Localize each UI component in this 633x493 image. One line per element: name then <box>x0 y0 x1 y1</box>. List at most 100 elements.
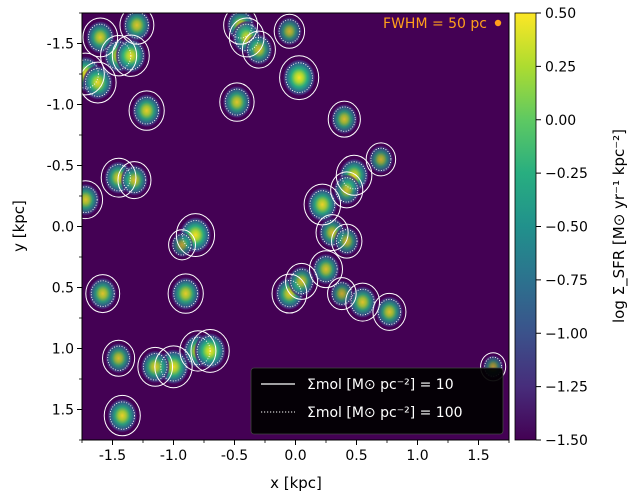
heatmap-clump <box>170 276 201 311</box>
contour-10 <box>175 213 216 257</box>
legend-box <box>250 367 504 435</box>
contour-10 <box>100 157 137 198</box>
contour-10 <box>128 90 165 131</box>
contour-100 <box>88 23 113 52</box>
colorbar-tick-label: −0.25 <box>545 166 588 182</box>
contour-100 <box>124 13 149 39</box>
heatmap-clump <box>312 253 340 286</box>
contour-10 <box>228 17 265 58</box>
contour-100 <box>142 353 168 381</box>
heatmap-clump <box>222 85 252 119</box>
y-tick-label: 0.0 <box>52 220 74 236</box>
contour-100 <box>107 345 130 371</box>
contour-100 <box>335 229 358 254</box>
colorbar-tick-label: −1.25 <box>545 380 588 396</box>
fwhm-marker <box>494 19 502 27</box>
heatmap-clump <box>330 103 358 135</box>
contour-100 <box>247 36 271 63</box>
legend-solid-label: Σmol [M⊙ pc⁻²] = 10 <box>307 377 454 393</box>
contour-100 <box>484 356 503 377</box>
contour-100 <box>173 279 199 308</box>
heatmap-clump <box>375 296 404 328</box>
contour-100 <box>341 161 367 190</box>
x-tick-label: -1.5 <box>99 448 126 464</box>
x-tick-label: 0.0 <box>284 448 306 464</box>
heatmap-clump <box>329 279 354 308</box>
contour-100 <box>335 177 359 203</box>
contour-10 <box>117 161 152 200</box>
heatmap-clump <box>105 342 133 374</box>
contour-100 <box>122 167 147 194</box>
y-tick-label: 0.5 <box>52 281 74 297</box>
contour-100 <box>90 280 115 307</box>
contour-100 <box>182 220 209 251</box>
contour-10 <box>82 52 105 96</box>
heatmap-clump <box>107 398 138 433</box>
contour-10 <box>103 394 141 437</box>
contour-100 <box>309 190 336 219</box>
contour-100 <box>82 186 98 213</box>
contour-100 <box>185 336 211 366</box>
heatmap-clump <box>368 145 394 174</box>
contour-10 <box>167 273 204 314</box>
contour-10 <box>345 282 381 322</box>
contour-10 <box>327 277 357 311</box>
colorbar-tick-label: −1.00 <box>545 326 588 342</box>
y-tick-label: 1.0 <box>52 342 74 358</box>
colorbar-label: log Σ_SFR [M⊙ yr⁻¹ kpc⁻²] <box>610 129 629 323</box>
heatmap-clump <box>307 187 338 223</box>
colorbar-ticks: 0.50 0.25 0.00 −0.25 −0.50 −0.75 −1.00 −1.25 −1.… <box>536 6 588 449</box>
colorbar-tick-label: 0.50 <box>545 6 576 22</box>
x-tick-label: -0.5 <box>221 448 248 464</box>
contour-10 <box>285 262 319 300</box>
contour-10 <box>219 82 255 122</box>
x-axis-label: x [kpc] <box>270 474 322 492</box>
contour-10 <box>273 13 306 49</box>
x-tick-label: -1.0 <box>160 448 187 464</box>
contour-10 <box>111 34 150 77</box>
contour-100 <box>314 256 338 283</box>
fwhm-annotation: FWHM = 50 pc <box>383 16 487 32</box>
heatmap-clump <box>122 13 152 42</box>
contour-10 <box>85 274 121 314</box>
colorbar: 0.50 0.25 0.00 −0.25 −0.50 −0.75 −1.00 −1.25 −1.… <box>514 6 629 449</box>
contour-100 <box>290 268 313 295</box>
contour-10 <box>179 330 217 372</box>
contour-100 <box>332 106 356 132</box>
contour-10 <box>241 30 276 69</box>
legend-dotted-label: Σmol [M⊙ pc⁻²] = 100 <box>307 405 463 421</box>
x-tick-label: 1.5 <box>467 448 489 464</box>
contour-100 <box>84 68 111 97</box>
contour-10 <box>330 171 364 209</box>
contour-100 <box>331 282 353 305</box>
y-tick-label: -1.0 <box>47 98 74 114</box>
contour-10 <box>154 345 193 389</box>
contour-10 <box>100 35 138 77</box>
contour-10 <box>372 292 407 331</box>
heatmap-clumps <box>82 13 504 433</box>
contour-10 <box>309 250 343 289</box>
contour-10 <box>303 183 342 226</box>
heatmap-clump <box>131 93 162 128</box>
contour-100 <box>228 13 253 39</box>
contour-100 <box>285 62 313 93</box>
contour-10 <box>82 180 104 220</box>
plot-area: FWHM = 50 pc Σmol [M⊙ pc⁻²] = 10 Σmol [M… <box>81 12 510 441</box>
colorbar-label-text: log Σ_SFR [M⊙ yr⁻¹ kpc⁻²] <box>610 129 629 323</box>
contour-10 <box>168 229 196 261</box>
contour-10 <box>223 13 259 45</box>
x-axis: -1.5 -1.0 -0.5 0.0 0.5 1.0 1.5 <box>81 440 510 464</box>
contour-10 <box>315 214 349 252</box>
contour-100 <box>196 335 224 366</box>
colorbar-tick-label: 0.00 <box>545 113 576 129</box>
heatmap-clump <box>282 58 316 97</box>
contour-100 <box>117 41 144 71</box>
contour-10 <box>82 61 117 104</box>
contour-10 <box>190 329 230 373</box>
contour-10 <box>271 273 308 314</box>
colorbar-gradient <box>514 12 537 441</box>
y-axis-label: y [kpc] <box>10 200 28 252</box>
heatmap-clump <box>348 285 377 319</box>
y-tick-label: -1.5 <box>47 37 74 53</box>
